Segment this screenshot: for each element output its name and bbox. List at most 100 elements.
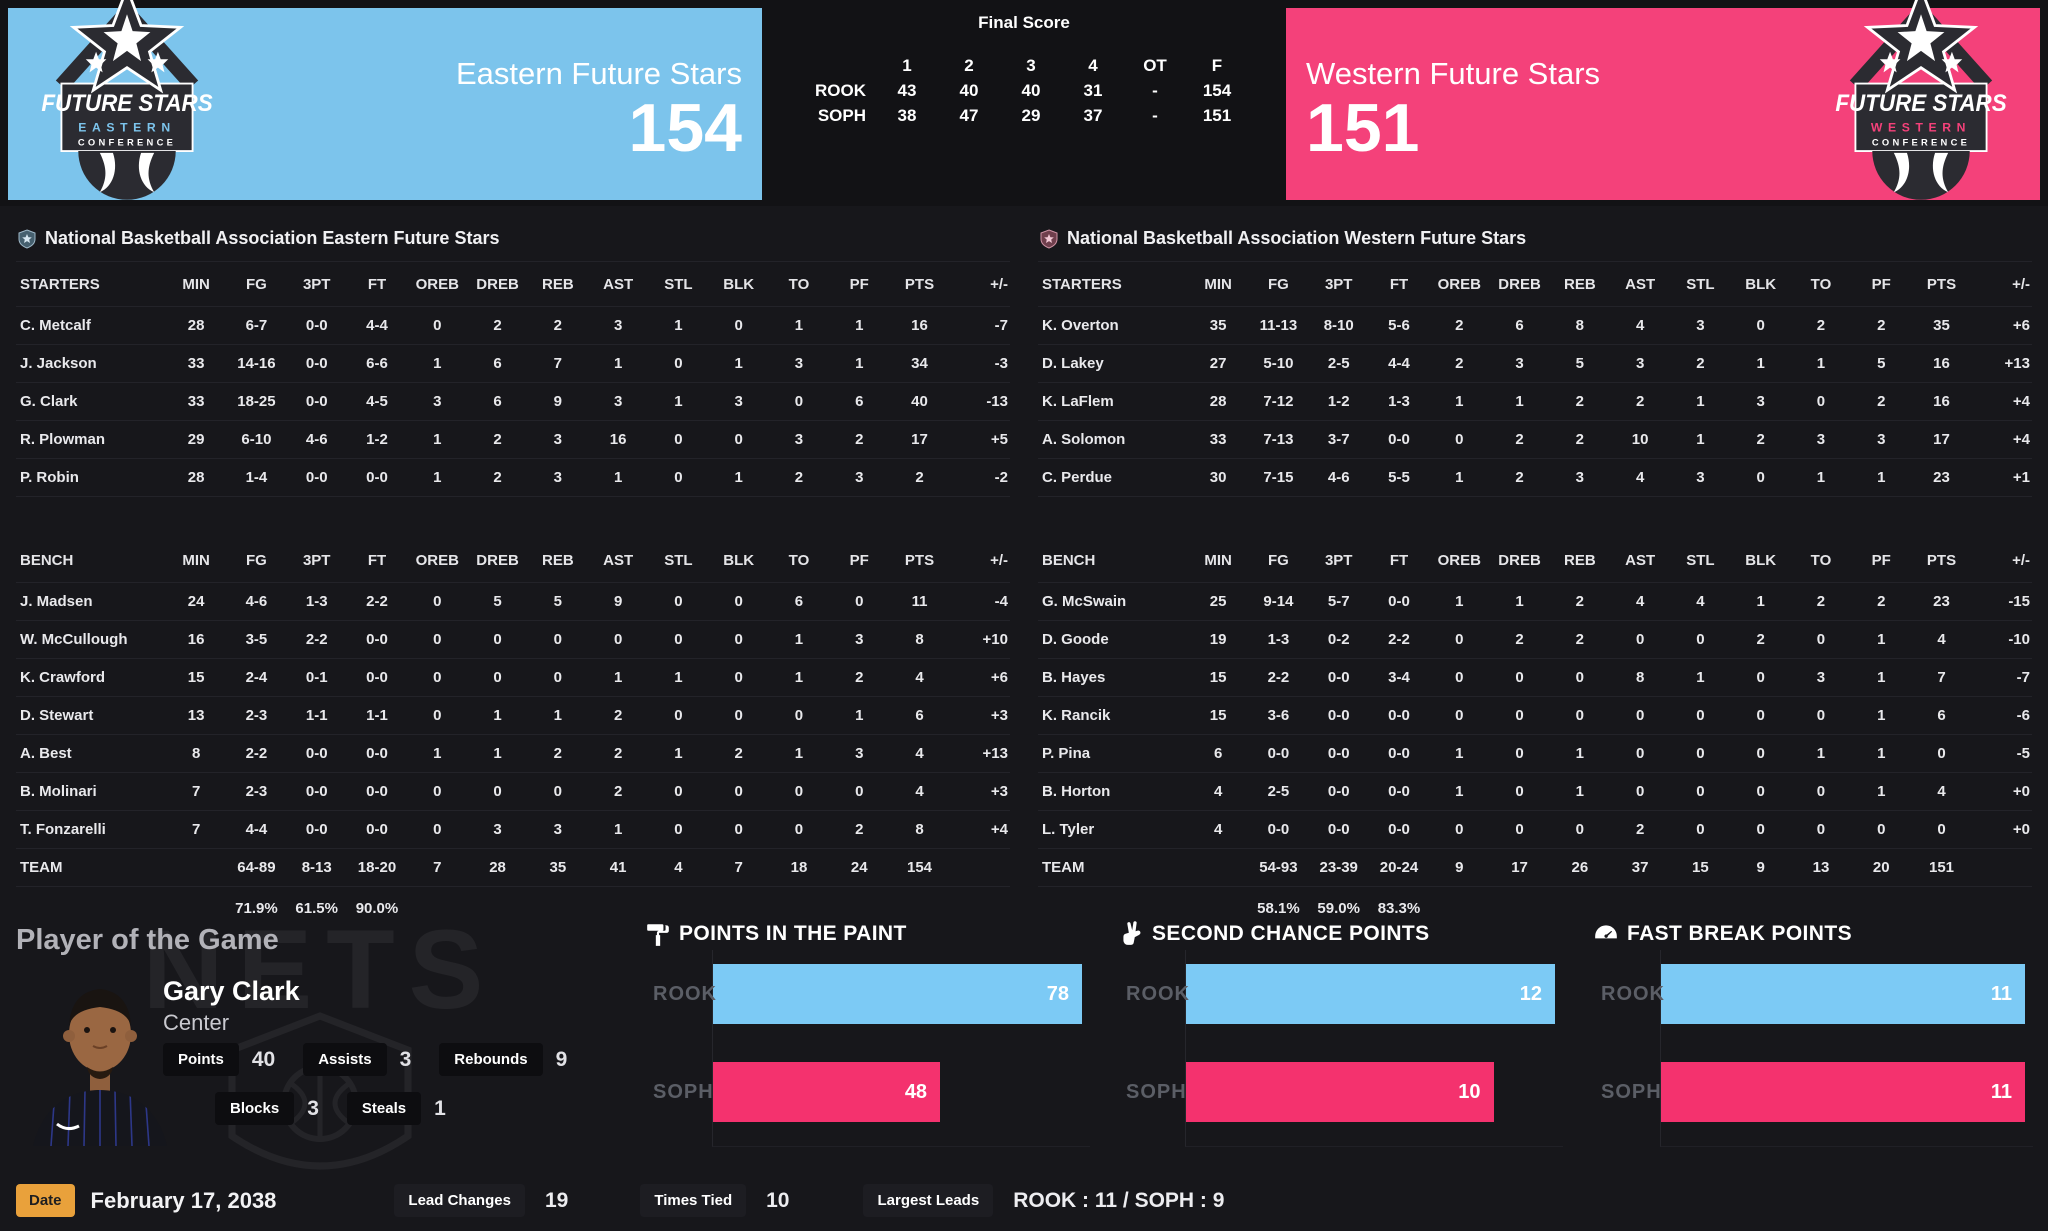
stat-cell: 9: [527, 382, 588, 421]
stat-cell: 2: [1609, 810, 1671, 849]
stat-cell: 37: [1609, 848, 1671, 887]
stat-cell: 2: [1730, 620, 1791, 659]
stat-cell: FG: [226, 496, 287, 583]
stat-cell: 1: [1851, 620, 1912, 659]
stat-cell: 7: [407, 848, 468, 887]
stat-cell: 5-5: [1368, 458, 1430, 497]
bar-value: 10: [1458, 1080, 1481, 1103]
score-cell: 47: [959, 105, 979, 125]
player-row: K. Overton 35 11-13 8-10 5-6 2 6 8 4 3 0 2 2 35 +6: [1038, 306, 2032, 345]
stat-cell: 0: [407, 772, 468, 811]
stat-cell: 7: [708, 848, 769, 887]
stat-cell: +0: [1971, 810, 2032, 849]
stat-cell: FT: [346, 261, 408, 307]
player-position: Center: [163, 1010, 230, 1035]
team-abbrev: SOPH: [817, 105, 866, 125]
stat-cell: +4: [949, 810, 1010, 849]
stat-cell: 64-89: [226, 848, 287, 887]
bar-row-rook: ROOK 78: [653, 964, 1082, 1024]
stat-cell: 0: [467, 620, 528, 659]
row-label: D. Goode: [1038, 620, 1188, 659]
stat-cell: 3: [1851, 420, 1912, 459]
lead-changes-label: Lead Changes: [394, 1184, 525, 1217]
stat-cell: 0: [1549, 810, 1610, 849]
stat-cell: 0: [1609, 696, 1671, 735]
stat-cell: +3: [949, 772, 1010, 811]
stat-cell: 10: [1609, 420, 1671, 459]
stat-cell: 3: [587, 306, 649, 345]
stat-cell: 0: [1429, 420, 1490, 459]
bar-category-label: SOPH: [1126, 1081, 1187, 1103]
stat-cell: 3-5: [226, 620, 287, 659]
stat-cell: 1: [1429, 734, 1490, 773]
stat-cell: 2: [1730, 420, 1791, 459]
stat-cell: 4-4: [346, 306, 408, 345]
stat-cell: 35: [527, 848, 588, 887]
stat-cell: 8-10: [1308, 306, 1369, 345]
stat-cell: 33: [166, 382, 227, 421]
stat-cell: 0: [1489, 696, 1550, 735]
stat-cell: +3: [949, 696, 1010, 735]
stat-cell: 1: [648, 382, 709, 421]
stat-cell: 0: [1670, 734, 1731, 773]
stat-cell: 8: [166, 734, 227, 773]
stat-cell: 4-6: [226, 582, 287, 621]
stat-cell: 7: [166, 772, 227, 811]
stat-cell: 0-0: [1368, 420, 1430, 459]
stat-cell: 2: [1851, 306, 1912, 345]
player-row: G. McSwain 25 9-14 5-7 0-0 1 1 2 4 4 1 2 2 23 -15: [1038, 582, 2032, 621]
stat-cell: 8: [889, 620, 950, 659]
row-label: K. Crawford: [16, 658, 166, 697]
stat-cell: 0: [1730, 306, 1791, 345]
stat-cell: MIN: [166, 496, 227, 583]
stat-cell: 0: [527, 772, 588, 811]
score-cell: F: [1211, 55, 1223, 75]
stat-cell: +4: [1971, 382, 2032, 421]
score-cell: 40: [959, 80, 979, 100]
stat-cell: 6: [1911, 696, 1972, 735]
stat-cell: MIN: [1188, 261, 1249, 307]
team-totals-row: TEAM 54-93 23-39 20-24 9 17 26 37 15 9 13 20 151: [1038, 848, 2032, 887]
stat-cell: 0-0: [286, 772, 347, 811]
player-row: K. Rancik 15 3-6 0-0 0-0 0 0 0 0 0 0 0 1 6 -6: [1038, 696, 2032, 735]
stat-cell: 1: [829, 344, 890, 383]
svg-text:WESTERN: WESTERN: [1871, 120, 1971, 134]
stat-cell: 6: [467, 344, 528, 383]
stat-cell: 2: [1489, 620, 1550, 659]
stat-cell: 0: [407, 810, 468, 849]
row-label: A. Best: [16, 734, 166, 773]
stat-cell: 0: [1730, 458, 1791, 497]
stat-label: Blocks: [215, 1092, 295, 1125]
stat-cell: 18: [768, 848, 830, 887]
stat-cell: 1-1: [346, 696, 408, 735]
stat-cell: 0: [768, 772, 830, 811]
boxscore-west-title-text: National Basketball Association Western …: [1067, 228, 1527, 248]
stat-cell: DREB: [1489, 261, 1550, 307]
stat-cell: 0: [1429, 810, 1490, 849]
svg-text:CONFERENCE: CONFERENCE: [1872, 137, 1970, 147]
bar-rook: 11: [1661, 964, 2025, 1024]
starters-header-row: STARTERS MIN FG 3PT FT OREB DREB REB AST STL BLK TO…: [1038, 261, 2032, 307]
stat-cell: 0: [768, 810, 830, 849]
stat-cell: 40: [889, 382, 950, 421]
stat-cell: 4-5: [346, 382, 408, 421]
stat-cell: 7-12: [1248, 382, 1309, 421]
stat-cell: 28: [467, 848, 528, 887]
stat-cell: 6: [829, 382, 890, 421]
row-label: C. Metcalf: [16, 306, 166, 345]
player-row: P. Robin 28 1-4 0-0 0-0 1 2 3 1 0 1 2 3 2 -2: [16, 458, 1010, 497]
stat-cell: 59.0%: [1317, 899, 1360, 917]
times-tied-group: Times Tied 10: [640, 1184, 789, 1217]
stat-cell: 0-0: [1308, 734, 1369, 773]
stat-cell: 3: [768, 344, 830, 383]
stat-cell: -15: [1971, 582, 2032, 621]
player-row: R. Plowman 29 6-10 4-6 1-2 1 2 3 16 0 0 3 2 17 +5: [16, 420, 1010, 459]
stat-cell: 4: [889, 734, 950, 773]
player-row: D. Stewart 13 2-3 1-1 1-1 0 1 1 2 0 0 0 1 6 +3: [16, 696, 1010, 735]
stat-cell: 3: [527, 810, 588, 849]
potg-stat-rebounds: Rebounds 9: [439, 1043, 567, 1076]
row-label: D. Stewart: [16, 696, 166, 735]
stat-cell: 0: [1790, 620, 1852, 659]
stat-cell: 16: [889, 306, 950, 345]
player-row: P. Pina 6 0-0 0-0 0-0 1 0 1 0 0 0 1 1 0 -5: [1038, 734, 2032, 773]
